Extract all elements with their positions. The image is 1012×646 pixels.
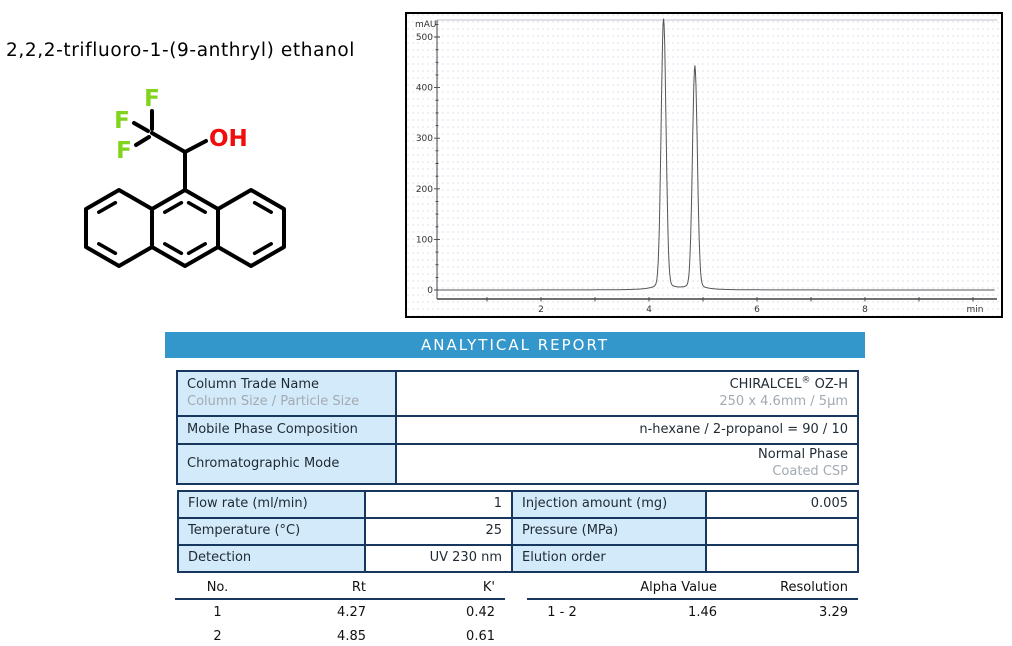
column-size-label: Column Size / Particle Size [187,393,360,409]
chromatogram-panel: mAU 500 400 300 200 100 0 2 4 6 8 min [405,12,1003,318]
x-tick-8: 8 [862,305,868,315]
peak-no: 2 [213,628,222,644]
y-axis-unit-label: mAU [415,20,437,30]
y-tick-300: 300 [416,134,433,144]
rt-header: Rt [260,576,370,600]
elution-order-value [705,544,859,573]
chromatogram-trace [438,18,995,291]
peak-rt: 4.27 [337,604,366,620]
table-row: Detection UV 230 nm Elution order [177,544,859,573]
x-axis-unit-label: min [967,305,984,315]
hydroxyl-label: OH [209,126,248,152]
compound-name: 2,2,2-trifluoro-1-(9-anthryl) ethanol [6,40,356,61]
table-row: 1 4.27 0.42 [175,599,505,624]
column-size-value: 250 x 4.6mm / 5µm [719,394,848,410]
alpha-value: 1.46 [688,604,717,620]
table-row: 1 - 2 1.46 3.29 [527,599,858,624]
mobile-phase-label: Mobile Phase Composition [176,415,397,445]
detection-value: UV 230 nm [364,544,513,573]
registered-trademark-symbol: ® [801,375,811,386]
fluorine-label-lower-left: F [116,138,132,164]
pair-header [527,576,597,600]
flow-rate-label: Flow rate (ml/min) [177,490,366,519]
y-tick-0: 0 [427,286,433,296]
flow-rate-value: 1 [364,490,513,519]
no-header: No. [175,576,260,600]
peak-pair: 1 - 2 [547,604,577,620]
x-tick-2: 2 [538,305,544,315]
column-info-table: Column Trade Name Column Size / Particle… [176,370,859,485]
y-tick-100: 100 [416,235,433,245]
table-row: Chromatographic Mode Normal Phase Coated… [176,443,859,485]
peak-k-prime: 0.42 [466,604,495,620]
resolution-value: 3.29 [819,604,848,620]
temperature-label: Temperature (°C) [177,517,366,546]
k-prime-header: K' [370,576,505,600]
pressure-value [705,517,859,546]
conditions-table: Flow rate (ml/min) 1 Injection amount (m… [177,490,859,573]
double-bond-inner-lines [97,200,273,256]
bond-skeleton [84,109,286,268]
separation-results-table: Alpha Value Resolution 1 - 2 1.46 3.29 [527,576,858,624]
column-trade-name-value: CHIRALCEL® OZ-H [729,375,848,393]
chromatographic-mode-label: Chromatographic Mode [176,443,397,485]
injection-amount-value: 0.005 [705,490,859,519]
column-trade-name-label: Column Trade Name [187,376,319,392]
table-row: Flow rate (ml/min) 1 Injection amount (m… [177,490,859,519]
peak-k-prime: 0.61 [466,628,495,644]
x-tick-4: 4 [646,305,652,315]
table-header-row: Alpha Value Resolution [527,576,858,600]
table-row: Mobile Phase Composition n-hexane / 2-pr… [176,415,859,445]
x-axis-ticks [486,297,974,302]
mobile-phase-value: n-hexane / 2-propanol = 90 / 10 [395,415,859,445]
resolution-header: Resolution [722,576,858,600]
peak-rt: 4.85 [337,628,366,644]
x-tick-6: 6 [754,305,760,315]
chromatographic-mode-value: Normal Phase [758,447,848,463]
peak-no: 1 [213,604,222,620]
elution-order-label: Elution order [511,544,707,573]
chemical-structure: F F F OH [84,86,286,268]
y-tick-500: 500 [416,33,433,43]
temperature-value: 25 [364,517,513,546]
csp-type-value: Coated CSP [772,464,848,479]
injection-amount-label: Injection amount (mg) [511,490,707,519]
fluorine-label-top: F [144,86,160,112]
peak-results-table: No. Rt K' 1 4.27 0.42 2 4.85 0.61 [175,576,505,646]
y-tick-200: 200 [416,185,433,195]
y-axis-ticks [434,23,440,291]
table-row: Temperature (°C) 25 Pressure (MPa) [177,517,859,546]
report-title-bar: ANALYTICAL REPORT [165,332,865,358]
table-header-row: No. Rt K' [175,576,505,600]
fluorine-label-upper-left: F [114,108,130,134]
pressure-label: Pressure (MPa) [511,517,707,546]
table-row: Column Trade Name Column Size / Particle… [176,370,859,417]
table-row: 2 4.85 0.61 [175,624,505,646]
y-tick-400: 400 [416,84,433,94]
detection-label: Detection [177,544,366,573]
alpha-value-header: Alpha Value [597,576,722,600]
chromatogram-plot: mAU 500 400 300 200 100 0 2 4 6 8 min [415,18,997,315]
